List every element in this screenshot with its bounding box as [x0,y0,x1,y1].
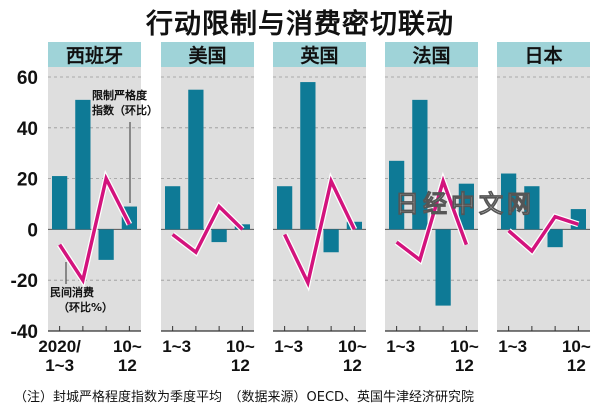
source-note: （注）封城严格程度指数为季度平均 （数据来源）OECD、英国牛津经济研究院 [14,390,475,405]
x-label-start: 1~3 [45,356,74,375]
bar-西班牙-1 [52,176,68,230]
panel-title: 美国 [188,44,226,67]
bar-法国-4 [458,183,474,230]
x-label-end: 10~ [562,337,591,356]
x-label-end: 10~ [226,337,255,356]
y-tick-label: -20 [11,271,38,292]
bar-法国-2 [412,99,428,230]
bar-法国-3 [435,229,451,306]
consumption-line-美国 [171,203,244,255]
panel-header [48,42,141,67]
x-label-start: 1~3 [498,337,527,356]
y-tick-label: -40 [11,322,38,343]
bar-annotation: 限制严格度 [92,88,148,102]
panel-header [497,42,590,67]
bar-西班牙-3 [98,229,114,260]
consumption-line-英国 [283,175,356,288]
bar-日本-2 [524,186,540,230]
bar-日本-1 [501,173,517,230]
x-label-end: 12 [455,356,474,375]
y-tick-label: 60 [17,68,38,89]
x-label-start: 1~3 [162,337,191,356]
x-label-start: 1~3 [274,337,303,356]
panel-header [385,42,478,67]
bar-annotation: 指数（环比） [92,103,158,117]
bar-英国-1 [277,186,293,230]
chart-title: 行动限制与消费密切联动 [146,9,454,40]
consumption-line-西班牙 [58,173,131,285]
bar-日本-4 [570,209,586,230]
panel-title: 英国 [300,44,338,67]
x-label-end: 10~ [113,337,142,356]
panel-title: 法国 [412,44,450,67]
bar-日本-3 [547,229,563,248]
x-label-start: 1~3 [386,337,415,356]
bar-英国-2 [300,82,316,230]
line-annotation: 民间消费 [50,285,94,299]
panel-title: 日本 [524,44,562,67]
watermark: 日经中文网 [395,190,535,218]
bar-西班牙-2 [75,99,91,230]
x-label-end: 10~ [450,337,479,356]
y-tick-label: 20 [17,170,38,191]
x-label-end: 12 [231,356,250,375]
x-label-end: 12 [118,356,137,375]
consumption-line-日本 [507,214,579,254]
bar-英国-3 [323,229,339,253]
x-label-end: 10~ [338,337,367,356]
x-label-start: 2020/ [38,337,81,356]
x-label-end: 12 [567,356,586,375]
bar-美国-2 [188,89,204,230]
x-label-end: 12 [343,356,362,375]
bar-法国-1 [389,160,405,230]
line-annotation: （环比%） [58,300,113,314]
consumption-line-法国 [395,175,469,263]
panel-header [273,42,366,67]
bar-美国-3 [211,229,227,243]
y-tick-label: 40 [17,119,38,140]
panel-title: 西班牙 [66,44,123,67]
panel-header [161,42,254,67]
bar-美国-1 [165,186,181,230]
y-tick-label: 0 [27,220,38,241]
